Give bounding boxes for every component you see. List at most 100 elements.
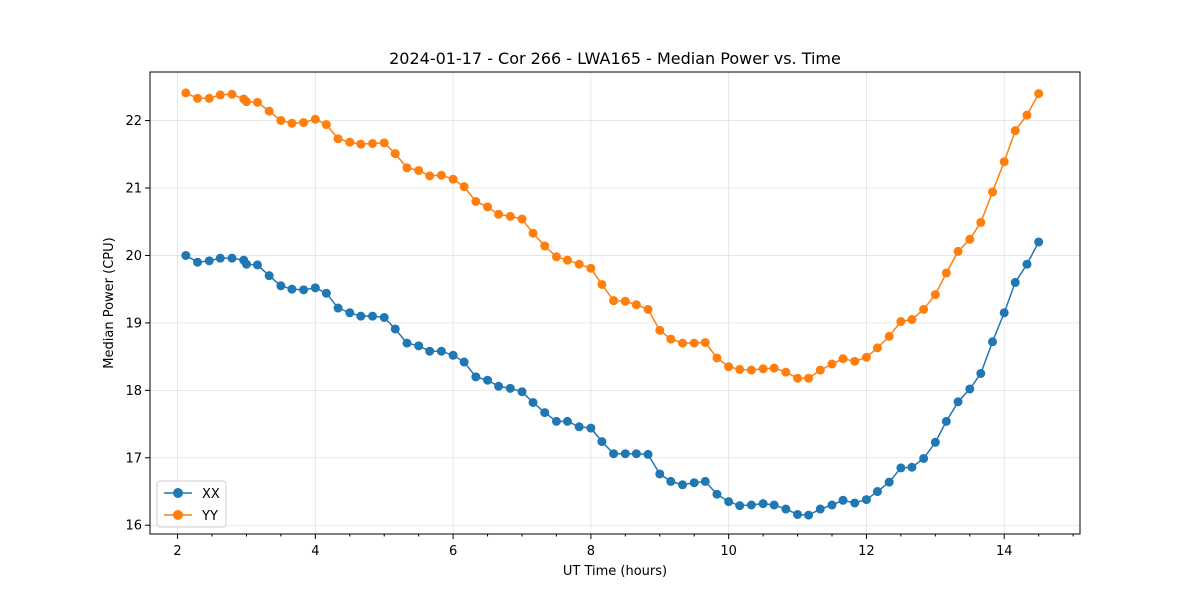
data-point-xx [215,253,225,263]
data-point-xx [425,346,435,356]
data-point-xx [896,463,906,473]
data-point-xx [356,311,366,321]
data-point-yy [252,97,262,107]
data-point-xx [769,500,779,510]
data-point-xx [620,449,630,459]
data-point-xx [471,372,481,382]
data-point-yy [1010,126,1020,136]
data-point-yy [815,365,825,375]
data-point-xx [872,487,882,497]
legend: XX YY [156,480,227,528]
data-point-yy [609,296,619,306]
data-point-yy [586,263,596,273]
y-axis-label: Median Power (CPU) [102,237,117,368]
data-point-yy [689,338,699,348]
x-tick-label: 6 [449,544,457,559]
data-point-yy [528,228,538,238]
data-point-xx [907,462,917,472]
data-point-yy [540,241,550,251]
data-point-xx [953,397,963,407]
data-point-xx [861,495,871,505]
data-point-yy [838,354,848,364]
data-point-xx [368,311,378,321]
data-point-xx [735,501,745,511]
data-point-yy [953,246,963,256]
chart-title: 2024-01-17 - Cor 266 - LWA165 - Median P… [389,49,841,68]
data-point-xx [988,337,998,347]
data-point-yy [390,149,400,159]
data-point-yy [551,252,561,262]
data-point-xx [562,416,572,426]
data-point-yy [448,174,458,184]
data-point-yy [310,114,320,124]
data-point-xx [597,437,607,447]
data-point-yy [827,359,837,369]
data-point-xx [252,260,262,270]
data-point-xx [804,510,814,520]
data-point-yy [965,234,975,244]
data-point-xx [1010,277,1020,287]
data-point-yy [781,367,791,377]
data-point-xx [781,504,791,514]
data-point-yy [861,352,871,362]
series-yy [181,88,1044,383]
data-point-yy [517,214,527,224]
data-point-yy [562,255,572,265]
data-point-xx [402,338,412,348]
data-point-xx [574,422,584,432]
data-point-xx [999,308,1009,318]
data-point-xx [264,271,274,281]
x-tick-label: 2 [173,544,181,559]
data-point-xx [919,453,929,463]
x-tick-label: 8 [587,544,595,559]
data-point-yy [241,97,251,107]
data-point-xx [241,259,251,269]
data-point-xx [976,368,986,378]
data-point-xx [517,387,527,397]
grid [150,72,1080,534]
data-point-xx [494,381,504,391]
data-point-xx [459,357,469,367]
data-point-xx [390,324,400,334]
data-point-xx [310,283,320,293]
data-point-xx [287,284,297,294]
data-point-xx [666,476,676,486]
legend-entry-xx: XX [164,487,220,502]
data-point-yy [264,106,274,116]
data-point-yy [907,315,917,325]
data-point-yy [872,343,882,353]
data-point-yy [930,290,940,300]
data-point-yy [227,89,237,99]
data-point-yy [1022,110,1032,120]
y-tick-label: 19 [125,316,142,331]
data-point-xx [436,346,446,356]
data-point-yy [850,356,860,366]
axis-ticks: 2 4 6 8 10 12 14 16 17 18 19 20 21 22 [125,114,1074,559]
data-point-yy [483,202,493,212]
legend-label-xx: XX [202,487,220,502]
data-point-yy [631,300,641,310]
data-point-xx [505,383,515,393]
x-tick-label: 4 [311,544,319,559]
data-point-yy [494,209,504,219]
data-point-xx [965,384,975,394]
data-point-xx [483,375,493,385]
legend-label-yy: YY [201,509,218,524]
x-tick-label: 14 [996,544,1013,559]
data-point-yy [896,317,906,327]
y-tick-label: 16 [125,519,142,534]
data-point-yy [368,138,378,148]
data-point-xx [321,288,331,298]
data-point-yy [700,337,710,347]
legend-marker-yy [173,510,183,520]
data-point-yy [379,138,389,148]
y-tick-label: 18 [125,384,142,399]
data-point-xx [746,500,756,510]
data-point-xx [838,495,848,505]
data-point-yy [999,157,1009,167]
data-point-yy [988,187,998,197]
data-point-yy [193,93,203,103]
data-point-xx [528,397,538,407]
data-point-xx [379,313,389,322]
